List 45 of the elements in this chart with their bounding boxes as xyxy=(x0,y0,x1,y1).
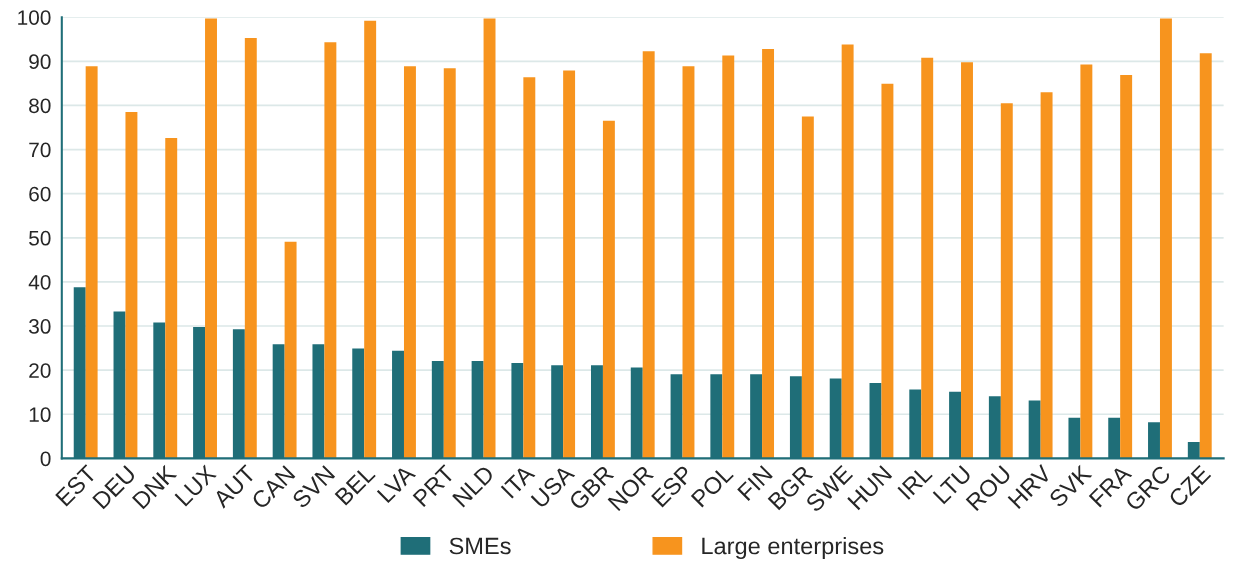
bar xyxy=(642,51,655,459)
x-tick-label: POL xyxy=(690,464,735,508)
y-tick-label: 70 xyxy=(29,142,51,158)
bar xyxy=(1080,64,1093,459)
bar xyxy=(85,66,98,459)
bar xyxy=(801,116,814,459)
bar xyxy=(563,70,576,459)
bar xyxy=(1040,92,1053,459)
bar xyxy=(921,57,934,459)
bar xyxy=(403,66,416,459)
bar xyxy=(483,18,496,459)
bar xyxy=(364,20,377,459)
y-tick-label: 30 xyxy=(29,319,51,334)
bar xyxy=(284,241,297,459)
y-tick-label: 90 xyxy=(29,54,51,70)
bar xyxy=(762,48,775,459)
x-tick-label: BEL xyxy=(334,464,376,506)
y-tick-label: 10 xyxy=(29,407,51,423)
y-tick-label: 60 xyxy=(29,186,51,202)
bar xyxy=(841,44,854,459)
bar xyxy=(722,55,735,459)
y-tick-label: 40 xyxy=(28,274,51,290)
bar xyxy=(244,37,257,459)
y-tick-label: 80 xyxy=(29,98,51,114)
y-tick-label: 0 xyxy=(40,451,51,467)
bar xyxy=(324,42,337,459)
bar xyxy=(1120,74,1133,459)
y-tick-label: 50 xyxy=(29,230,51,246)
bar xyxy=(1159,18,1172,459)
bar xyxy=(165,138,178,459)
bar xyxy=(1199,53,1212,459)
bar xyxy=(205,18,217,459)
x-tick-label: IRL xyxy=(897,464,933,500)
y-tick-label: 20 xyxy=(29,363,51,378)
y-tick-label: 100 xyxy=(18,10,51,25)
bar xyxy=(125,112,138,459)
bar xyxy=(523,77,536,459)
bar xyxy=(961,62,973,459)
bar xyxy=(1000,103,1013,459)
bar xyxy=(881,83,894,459)
bar xyxy=(682,66,695,459)
bar xyxy=(443,68,456,459)
legend-label: SMEs xyxy=(449,537,511,555)
bar xyxy=(602,120,615,459)
legend-label: Large enterprises xyxy=(702,537,884,560)
